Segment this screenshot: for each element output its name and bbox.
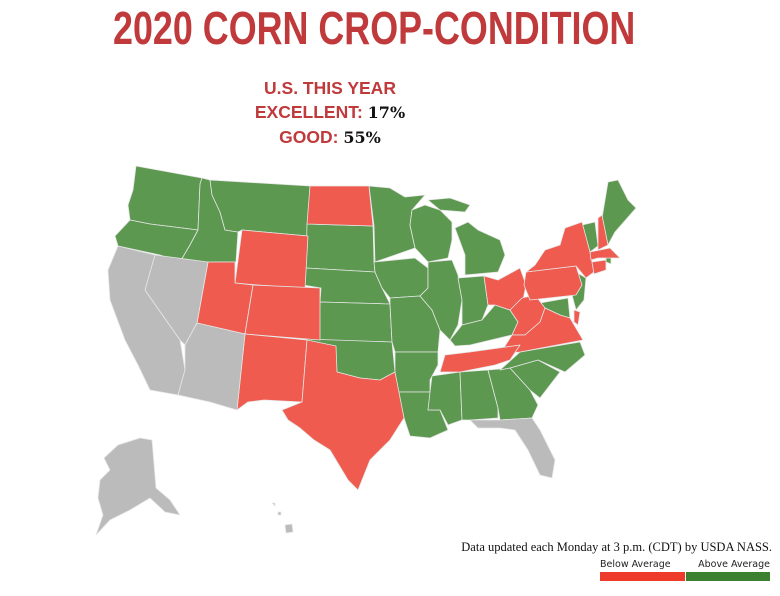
state-ND[interactable] <box>306 185 374 227</box>
good-label: GOOD: <box>279 127 339 147</box>
state-IN[interactable] <box>457 275 489 326</box>
good-value: 55% <box>343 128 381 147</box>
below-average-states <box>196 185 621 491</box>
state-CO[interactable] <box>244 284 321 341</box>
state-TX[interactable] <box>281 339 405 491</box>
legend-below-label: Below Average <box>600 559 671 570</box>
state-TN[interactable] <box>439 344 521 373</box>
good-row: GOOD: 55% <box>240 125 420 150</box>
excellent-label: EXCELLENT: <box>254 102 363 122</box>
page-title: 2020 CORN CROP-CONDITION <box>113 2 636 54</box>
state-MI[interactable] <box>427 197 506 276</box>
state-WI[interactable] <box>409 204 453 263</box>
state-SD[interactable] <box>305 223 376 273</box>
state-WA[interactable] <box>127 165 203 231</box>
legend-below-swatch <box>600 572 685 581</box>
state-WY[interactable] <box>234 229 309 290</box>
us-state-map <box>95 165 637 536</box>
state-ME[interactable] <box>601 179 637 246</box>
state-AK[interactable] <box>95 437 181 536</box>
state-AZ[interactable] <box>177 322 246 411</box>
state-NH[interactable] <box>597 214 609 251</box>
state-CT[interactable] <box>591 259 607 275</box>
legend: Below Average Above Average <box>600 559 770 581</box>
no-data-states <box>95 245 556 536</box>
state-MA[interactable] <box>589 247 621 261</box>
legend-above-swatch <box>685 572 770 581</box>
state-DE[interactable] <box>573 309 581 326</box>
excellent-value: 17% <box>367 103 406 122</box>
state-NM[interactable] <box>236 333 308 411</box>
state-MT[interactable] <box>209 179 311 237</box>
summary-heading: U.S. THIS YEAR <box>264 78 396 98</box>
data-source-note: Data updated each Monday at 3 p.m. (CDT)… <box>461 540 772 554</box>
state-KS[interactable] <box>317 301 393 343</box>
us-summary: U.S. THIS YEAR EXCELLENT: 17% GOOD: 55% <box>240 76 420 150</box>
state-HI[interactable] <box>271 502 294 534</box>
above-average-states <box>114 165 637 439</box>
excellent-row: EXCELLENT: 17% <box>240 100 420 125</box>
legend-above-label: Above Average <box>698 559 770 570</box>
state-FL[interactable] <box>469 417 556 479</box>
